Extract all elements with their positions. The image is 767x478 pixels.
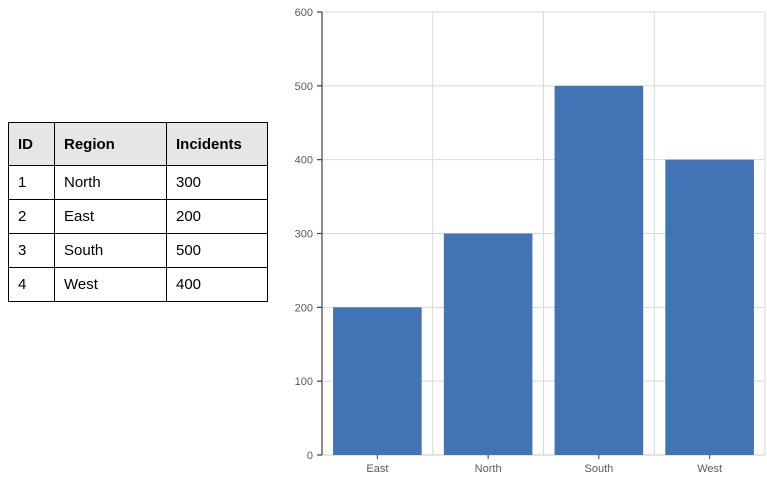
data-table-container: ID Region Incidents 1 North 300 2 East 200 3 So… bbox=[8, 122, 268, 302]
cell-region: South bbox=[54, 233, 167, 268]
cell-id: 4 bbox=[8, 267, 55, 302]
cell-region: East bbox=[54, 199, 167, 234]
y-axis-tick-label: 600 bbox=[295, 7, 313, 19]
cell-incidents: 300 bbox=[166, 165, 268, 200]
col-header-id: ID bbox=[8, 122, 55, 166]
table-row: 2 East 200 bbox=[8, 199, 268, 234]
y-axis-tick-label: 0 bbox=[307, 450, 313, 462]
x-axis-category-label: West bbox=[697, 463, 722, 475]
y-axis-tick-label: 300 bbox=[295, 229, 313, 241]
x-axis-category-label: East bbox=[366, 463, 388, 475]
table-row: 1 North 300 bbox=[8, 165, 268, 200]
x-axis-category-label: North bbox=[475, 463, 502, 475]
col-header-region: Region bbox=[54, 122, 167, 166]
table-header-row: ID Region Incidents bbox=[8, 122, 268, 166]
cell-incidents: 200 bbox=[166, 199, 268, 234]
y-axis-tick-label: 500 bbox=[295, 81, 313, 93]
bar-chart-container: 0 100 200 300 400 500 600 East North South West bbox=[290, 0, 767, 478]
y-axis-tick-label: 100 bbox=[295, 376, 313, 388]
table-row: 4 West 400 bbox=[8, 267, 268, 302]
cell-region: West bbox=[54, 267, 167, 302]
bar-south bbox=[554, 85, 644, 455]
col-header-incidents: Incidents bbox=[166, 122, 268, 166]
x-axis-category-label: South bbox=[585, 463, 614, 475]
cell-region: North bbox=[54, 165, 167, 200]
cell-id: 1 bbox=[8, 165, 55, 200]
table-row: 3 South 500 bbox=[8, 233, 268, 268]
bar-chart: 0 100 200 300 400 500 600 East North South West bbox=[295, 7, 766, 475]
bar-east bbox=[333, 307, 422, 455]
cell-incidents: 400 bbox=[166, 267, 268, 302]
bar-north bbox=[443, 233, 533, 455]
table-header: ID Region Incidents bbox=[8, 122, 268, 166]
bar-west bbox=[665, 159, 754, 455]
cell-incidents: 500 bbox=[166, 233, 268, 268]
y-axis-tick-label: 400 bbox=[295, 155, 313, 167]
table-body: 1 North 300 2 East 200 3 South 500 4 West 400 bbox=[8, 165, 268, 302]
cell-id: 2 bbox=[8, 199, 55, 234]
data-table: ID Region Incidents 1 North 300 2 East 200 3 So… bbox=[8, 122, 268, 302]
cell-id: 3 bbox=[8, 233, 55, 268]
y-axis-tick-label: 200 bbox=[295, 302, 313, 314]
